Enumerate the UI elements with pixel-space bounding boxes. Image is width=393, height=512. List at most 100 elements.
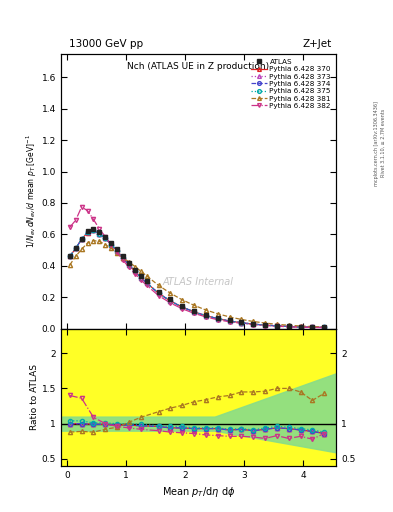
Pythia 6.428 382 — [109, 242, 114, 248]
ATLAS — [156, 289, 161, 295]
Pythia 6.428 381 — [274, 321, 279, 327]
Pythia 6.428 375 — [132, 268, 137, 274]
Pythia 6.428 381 — [127, 259, 131, 265]
Line: Pythia 6.428 370: Pythia 6.428 370 — [68, 228, 326, 330]
ATLAS — [215, 315, 220, 321]
ATLAS — [127, 260, 131, 266]
Pythia 6.428 370 — [286, 324, 291, 330]
Pythia 6.428 381 — [138, 268, 143, 274]
Pythia 6.428 374 — [144, 280, 149, 286]
Pythia 6.428 382 — [298, 324, 303, 330]
Pythia 6.428 374 — [192, 309, 196, 315]
ATLAS — [115, 246, 119, 252]
Pythia 6.428 373 — [127, 262, 131, 268]
Pythia 6.428 373 — [168, 298, 173, 304]
Pythia 6.428 381 — [91, 238, 96, 244]
Pythia 6.428 375 — [168, 298, 173, 304]
Pythia 6.428 374 — [156, 290, 161, 296]
Pythia 6.428 374 — [85, 229, 90, 235]
Pythia 6.428 373 — [138, 274, 143, 281]
Pythia 6.428 375 — [251, 321, 255, 327]
ATLAS — [138, 273, 143, 279]
Pythia 6.428 382 — [227, 318, 232, 325]
Pythia 6.428 381 — [121, 255, 125, 261]
Pythia 6.428 382 — [91, 217, 96, 223]
Pythia 6.428 374 — [115, 248, 119, 254]
Pythia 6.428 373 — [115, 248, 119, 254]
Pythia 6.428 373 — [239, 319, 244, 326]
Pythia 6.428 373 — [156, 290, 161, 296]
Pythia 6.428 373 — [215, 315, 220, 322]
Pythia 6.428 370 — [168, 298, 173, 304]
Pythia 6.428 381 — [68, 262, 72, 268]
Pythia 6.428 381 — [322, 324, 327, 330]
Pythia 6.428 373 — [298, 324, 303, 330]
Pythia 6.428 375 — [204, 313, 208, 319]
Pythia 6.428 370 — [91, 227, 96, 233]
Pythia 6.428 373 — [204, 313, 208, 319]
Text: 13000 GeV pp: 13000 GeV pp — [69, 38, 143, 49]
Pythia 6.428 381 — [192, 302, 196, 308]
Pythia 6.428 375 — [109, 242, 114, 248]
Pythia 6.428 382 — [180, 306, 185, 312]
Pythia 6.428 382 — [121, 257, 125, 263]
Pythia 6.428 375 — [286, 324, 291, 330]
Pythia 6.428 370 — [79, 236, 84, 242]
Pythia 6.428 382 — [286, 324, 291, 330]
Pythia 6.428 381 — [103, 242, 108, 248]
Text: Rivet 3.1.10, ≥ 2.7M events: Rivet 3.1.10, ≥ 2.7M events — [381, 109, 386, 178]
Pythia 6.428 370 — [132, 268, 137, 274]
Pythia 6.428 373 — [68, 253, 72, 260]
Pythia 6.428 382 — [168, 300, 173, 306]
Pythia 6.428 375 — [73, 245, 78, 251]
Pythia 6.428 382 — [310, 325, 315, 331]
Pythia 6.428 375 — [322, 325, 327, 331]
Pythia 6.428 374 — [138, 274, 143, 281]
ATLAS — [121, 253, 125, 260]
Pythia 6.428 373 — [79, 236, 84, 242]
X-axis label: Mean $p_T$/d$\eta$ d$\phi$: Mean $p_T$/d$\eta$ d$\phi$ — [162, 485, 235, 499]
ATLAS — [109, 240, 114, 246]
Pythia 6.428 370 — [73, 245, 78, 251]
Pythia 6.428 370 — [115, 248, 119, 254]
Pythia 6.428 374 — [251, 321, 255, 327]
Pythia 6.428 381 — [298, 323, 303, 329]
Pythia 6.428 374 — [204, 313, 208, 319]
Pythia 6.428 370 — [215, 315, 220, 322]
Pythia 6.428 381 — [263, 320, 267, 326]
Line: Pythia 6.428 375: Pythia 6.428 375 — [68, 228, 326, 330]
Pythia 6.428 375 — [227, 318, 232, 324]
Pythia 6.428 375 — [298, 324, 303, 330]
ATLAS — [68, 253, 72, 260]
ATLAS — [298, 324, 303, 330]
Pythia 6.428 370 — [144, 280, 149, 286]
Y-axis label: $1/N_{ev}\,dN_{ev}/d$ mean $p_T$ [GeV]$^{-1}$: $1/N_{ev}\,dN_{ev}/d$ mean $p_T$ [GeV]$^… — [24, 134, 39, 248]
ATLAS — [263, 322, 267, 328]
Pythia 6.428 373 — [97, 230, 102, 237]
Pythia 6.428 382 — [138, 277, 143, 283]
Pythia 6.428 375 — [79, 236, 84, 242]
Pythia 6.428 381 — [168, 290, 173, 296]
Pythia 6.428 374 — [215, 315, 220, 322]
Pythia 6.428 370 — [103, 235, 108, 241]
Pythia 6.428 373 — [132, 268, 137, 274]
Legend: ATLAS, Pythia 6.428 370, Pythia 6.428 373, Pythia 6.428 374, Pythia 6.428 375, P: ATLAS, Pythia 6.428 370, Pythia 6.428 37… — [249, 57, 332, 111]
Pythia 6.428 370 — [310, 324, 315, 330]
Pythia 6.428 373 — [251, 321, 255, 327]
Pythia 6.428 382 — [127, 264, 131, 270]
Pythia 6.428 374 — [310, 324, 315, 330]
ATLAS — [286, 323, 291, 329]
Pythia 6.428 370 — [97, 230, 102, 237]
Text: Z+Jet: Z+Jet — [303, 38, 332, 49]
Pythia 6.428 381 — [132, 264, 137, 270]
Pythia 6.428 381 — [156, 282, 161, 288]
ATLAS — [132, 267, 137, 273]
Pythia 6.428 373 — [103, 235, 108, 241]
Pythia 6.428 373 — [274, 323, 279, 329]
Pythia 6.428 375 — [192, 309, 196, 315]
Pythia 6.428 381 — [79, 246, 84, 252]
Pythia 6.428 381 — [85, 240, 90, 246]
Pythia 6.428 370 — [251, 321, 255, 327]
Pythia 6.428 370 — [85, 230, 90, 236]
Pythia 6.428 374 — [263, 322, 267, 328]
